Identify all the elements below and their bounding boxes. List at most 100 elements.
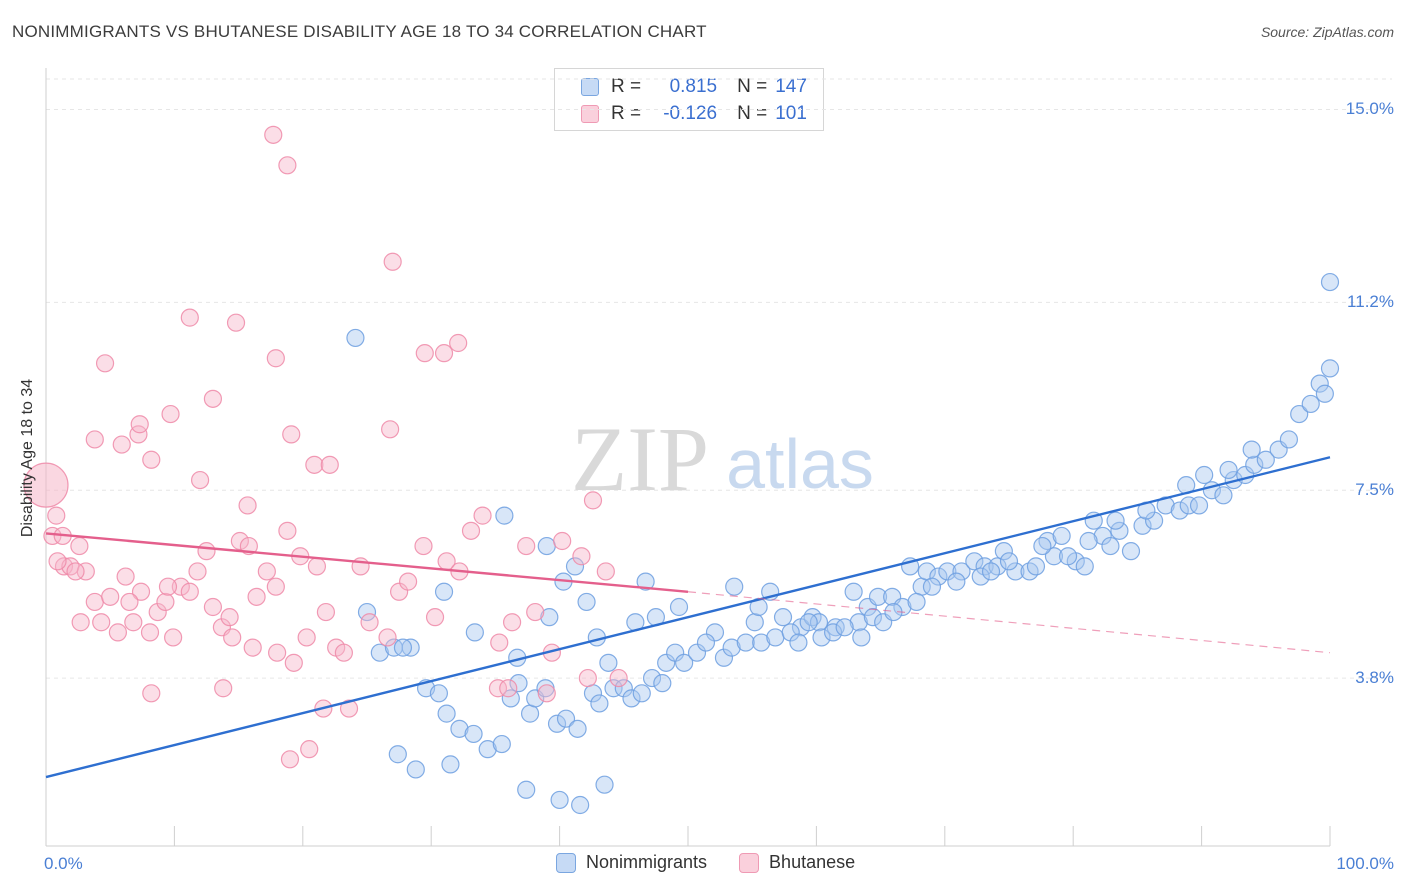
point-nonimmigrants xyxy=(1033,536,1052,556)
point-bhutanese xyxy=(226,313,246,332)
point-bhutanese xyxy=(85,430,104,449)
point-nonimmigrants xyxy=(595,775,614,794)
point-bhutanese xyxy=(461,521,481,540)
x-tick-label-min: 0.0% xyxy=(44,854,83,873)
point-nonimmigrants xyxy=(812,628,831,647)
point-nonimmigrants xyxy=(766,628,785,647)
point-nonimmigrants xyxy=(971,567,990,586)
point-nonimmigrants xyxy=(981,562,1001,581)
point-nonimmigrants xyxy=(540,608,559,627)
series-swatch-bhutanese xyxy=(739,852,760,873)
legend-row-bhutanese: R = -0.126 N = 101 xyxy=(581,102,807,126)
point-nonimmigrants xyxy=(938,562,957,581)
point-bhutanese xyxy=(316,602,336,622)
point-nonimmigrants xyxy=(799,613,818,632)
x-tick-label-max: 100.0% xyxy=(1336,854,1394,873)
point-bhutanese xyxy=(537,684,556,703)
point-nonimmigrants xyxy=(907,592,926,612)
series-label-nonimmigrants: Nonimmigrants xyxy=(586,852,708,872)
point-bhutanese xyxy=(230,531,249,551)
point-nonimmigrants xyxy=(1219,460,1238,480)
point-nonimmigrants xyxy=(752,633,771,652)
point-bhutanese xyxy=(553,531,572,551)
point-bhutanese xyxy=(70,536,89,556)
point-nonimmigrants xyxy=(823,623,843,642)
point-bhutanese xyxy=(223,628,242,647)
point-nonimmigrants xyxy=(346,328,365,348)
point-nonimmigrants xyxy=(1044,547,1064,566)
point-nonimmigrants xyxy=(1301,394,1320,414)
point-bhutanese xyxy=(112,435,131,454)
point-bhutanese xyxy=(320,455,339,474)
point-bhutanese xyxy=(490,633,509,652)
point-bhutanese xyxy=(334,643,353,662)
point-nonimmigrants xyxy=(642,668,662,688)
point-nonimmigrants xyxy=(852,628,871,647)
point-nonimmigrants xyxy=(994,542,1013,561)
point-nonimmigrants xyxy=(388,745,407,764)
point-nonimmigrants xyxy=(1310,374,1329,393)
point-nonimmigrants xyxy=(868,587,888,606)
point-bhutanese xyxy=(297,628,316,647)
point-nonimmigrants xyxy=(1110,521,1129,540)
point-nonimmigrants xyxy=(441,755,460,774)
point-nonimmigrants xyxy=(1195,465,1214,485)
point-nonimmigrants xyxy=(1093,526,1112,546)
point-bhutanese xyxy=(583,491,603,510)
point-bhutanese xyxy=(378,628,397,647)
point-nonimmigrants xyxy=(929,567,948,586)
point-nonimmigrants xyxy=(725,577,744,596)
point-nonimmigrants xyxy=(1101,536,1120,556)
point-nonimmigrants xyxy=(599,653,618,672)
point-bhutanese xyxy=(517,536,536,556)
point-bhutanese xyxy=(526,602,545,622)
point-bhutanese xyxy=(609,668,628,688)
point-nonimmigrants xyxy=(509,674,528,693)
y-tick-label: 3.8% xyxy=(1355,668,1394,688)
point-bhutanese xyxy=(473,506,492,525)
point-bhutanese xyxy=(190,470,210,490)
point-nonimmigrants xyxy=(745,613,764,632)
point-nonimmigrants xyxy=(406,760,425,779)
point-nonimmigrants xyxy=(1290,404,1309,424)
point-nonimmigrants xyxy=(537,536,556,556)
point-nonimmigrants xyxy=(450,719,469,738)
point-nonimmigrants xyxy=(636,572,655,591)
point-bhutanese xyxy=(156,592,175,612)
point-nonimmigrants xyxy=(863,608,882,627)
point-bhutanese xyxy=(164,628,183,647)
point-nonimmigrants xyxy=(571,795,590,815)
point-bhutanese xyxy=(66,562,85,581)
point-nonimmigrants xyxy=(429,684,449,703)
point-bhutanese xyxy=(130,415,149,434)
point-bhutanese xyxy=(214,679,233,698)
trend-lines xyxy=(45,456,1331,779)
point-bhutanese xyxy=(76,562,95,581)
watermark: ZIP atlas xyxy=(571,408,874,510)
point-bhutanese xyxy=(266,577,285,596)
point-bhutanese xyxy=(278,521,297,540)
point-bhutanese xyxy=(383,252,402,271)
point-bhutanese xyxy=(425,608,445,627)
point-nonimmigrants xyxy=(714,648,734,667)
point-nonimmigrants xyxy=(675,653,694,672)
point-nonimmigrants xyxy=(1320,272,1340,292)
point-bhutanese xyxy=(48,552,67,571)
legend-r-value: 0.815 xyxy=(669,76,718,97)
point-nonimmigrants xyxy=(1133,516,1152,535)
trend-line-nonimmigrants xyxy=(45,456,1331,779)
point-bhutanese xyxy=(284,653,303,672)
source-label: Source: ZipAtlas.com xyxy=(1260,24,1394,40)
trend-line-extension-bhutanese xyxy=(687,591,1331,654)
point-nonimmigrants xyxy=(577,592,596,612)
point-nonimmigrants xyxy=(952,562,971,581)
point-nonimmigrants xyxy=(1320,359,1340,378)
point-bhutanese xyxy=(120,592,139,612)
point-bhutanese xyxy=(161,404,180,424)
point-bhutanese xyxy=(238,496,257,515)
legend-row-nonimmigrants: R = 0.815 N = 147 xyxy=(581,75,807,99)
point-nonimmigrants xyxy=(722,638,741,657)
point-bhutanese xyxy=(360,613,379,632)
point-nonimmigrants xyxy=(604,679,623,698)
point-nonimmigrants xyxy=(568,719,587,738)
